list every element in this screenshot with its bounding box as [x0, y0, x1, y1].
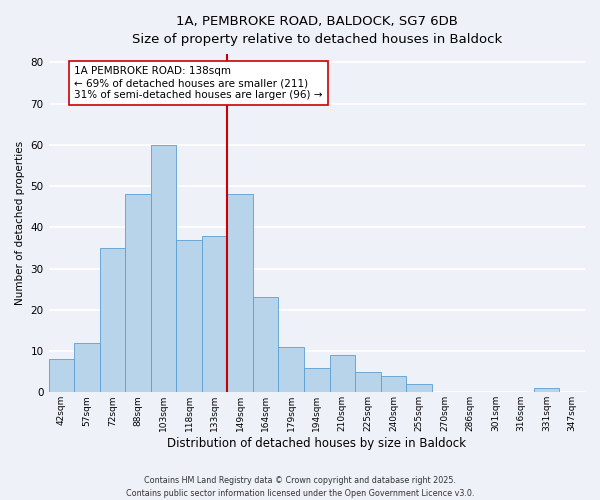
Title: 1A, PEMBROKE ROAD, BALDOCK, SG7 6DB
Size of property relative to detached houses: 1A, PEMBROKE ROAD, BALDOCK, SG7 6DB Size… — [131, 15, 502, 46]
Bar — [278, 347, 304, 393]
X-axis label: Distribution of detached houses by size in Baldock: Distribution of detached houses by size … — [167, 437, 466, 450]
Bar — [329, 355, 355, 393]
Bar — [355, 372, 380, 392]
Bar — [125, 194, 151, 392]
Y-axis label: Number of detached properties: Number of detached properties — [15, 141, 25, 306]
Text: 1A PEMBROKE ROAD: 138sqm
← 69% of detached houses are smaller (211)
31% of semi-: 1A PEMBROKE ROAD: 138sqm ← 69% of detach… — [74, 66, 323, 100]
Bar — [227, 194, 253, 392]
Text: Contains HM Land Registry data © Crown copyright and database right 2025.
Contai: Contains HM Land Registry data © Crown c… — [126, 476, 474, 498]
Bar — [100, 248, 125, 392]
Bar — [49, 360, 74, 392]
Bar — [253, 298, 278, 392]
Bar — [176, 240, 202, 392]
Bar — [74, 343, 100, 392]
Bar — [380, 376, 406, 392]
Bar — [151, 145, 176, 392]
Bar — [304, 368, 329, 392]
Bar — [534, 388, 559, 392]
Bar — [406, 384, 432, 392]
Bar — [202, 236, 227, 392]
